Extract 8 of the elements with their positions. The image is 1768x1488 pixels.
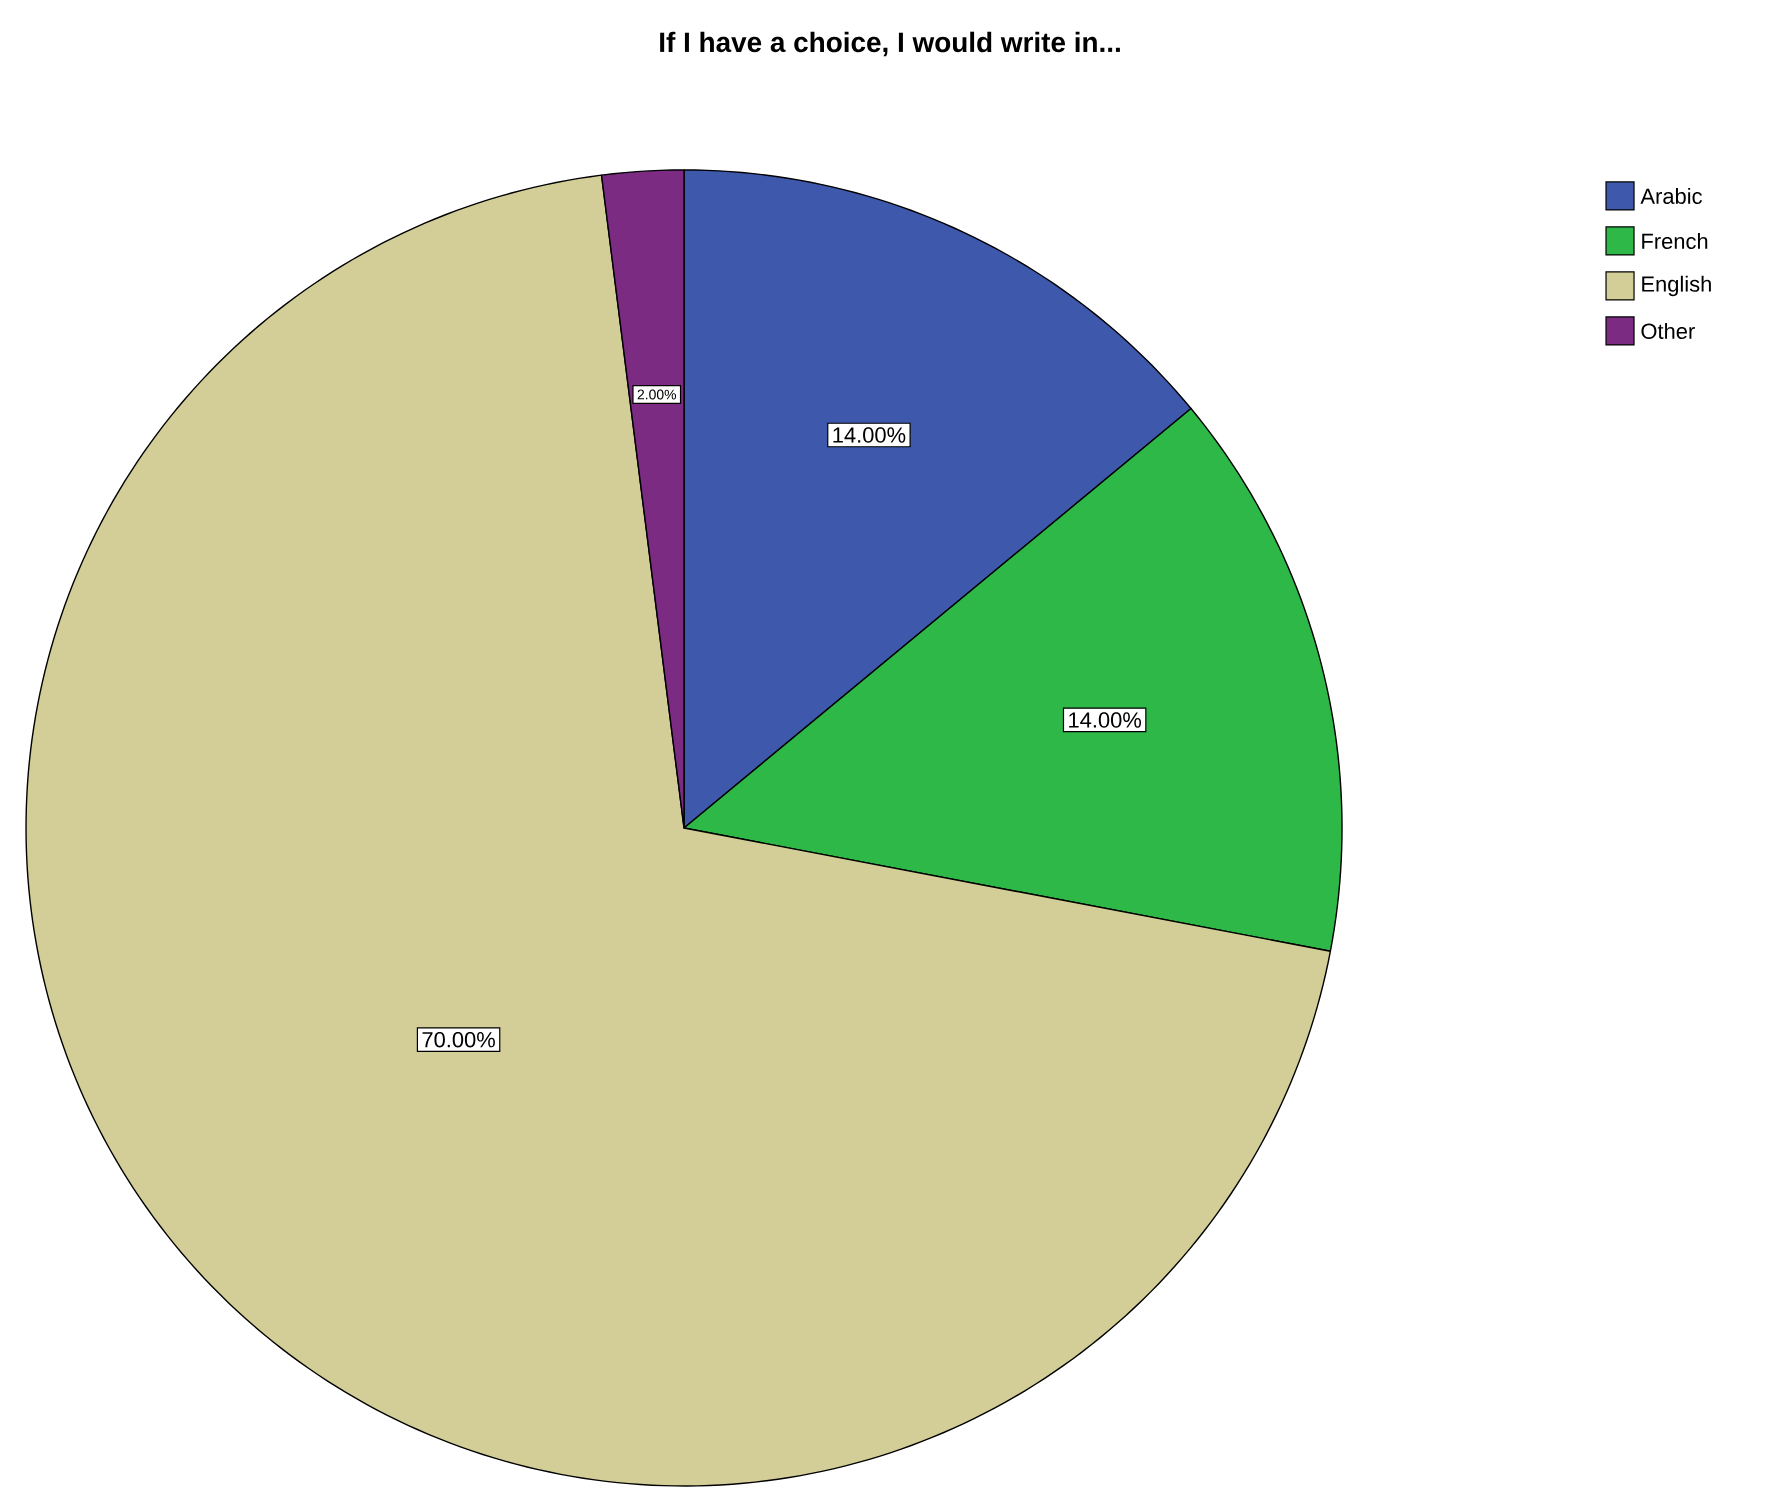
- chart-title: If I have a choice, I would write in...: [660, 31, 1120, 57]
- legend-label: French: [1642, 232, 1708, 250]
- legend-label: Other: [1641, 322, 1695, 340]
- data-label: 14.00%: [1069, 712, 1142, 728]
- legend-label: Arabic: [1640, 187, 1702, 205]
- data-label: 14.00%: [833, 427, 906, 443]
- data-label: 70.00%: [422, 1031, 495, 1048]
- legend-label: English: [1642, 275, 1711, 297]
